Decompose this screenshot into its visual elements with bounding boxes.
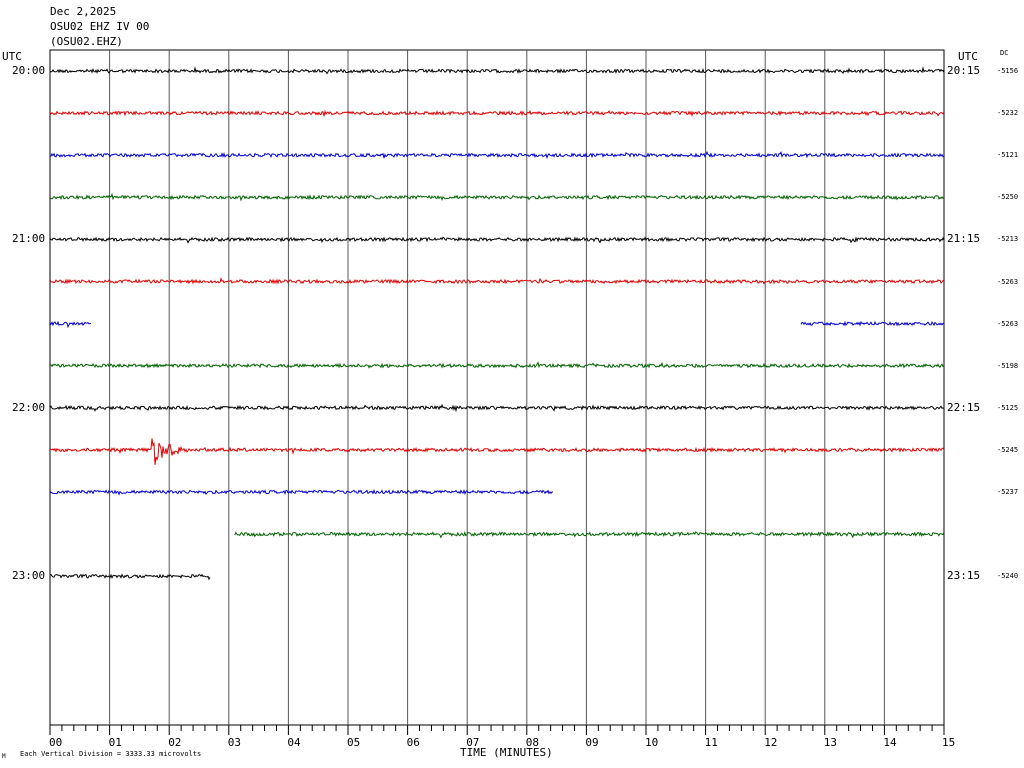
trace-row-7 <box>49 361 945 369</box>
dc-offset-value: -5125 <box>997 403 1019 412</box>
trace-row-6 <box>800 320 945 327</box>
dc-offset-value: -5156 <box>997 67 1019 75</box>
trace-row-11 <box>234 530 945 539</box>
footer-scale-note: Each Vertical Division = 3333.33 microvo… <box>20 750 202 758</box>
right-time-label: 23:15 <box>947 569 981 583</box>
trace-row-0 <box>49 66 945 75</box>
right-time-label: 21:15 <box>947 232 981 246</box>
trace-row-4 <box>49 236 945 244</box>
x-tick-label: 15 <box>942 736 956 749</box>
left-time-label: 23:00 <box>12 569 46 583</box>
x-tick-label: 08 <box>525 736 540 749</box>
dc-offset-value: -5250 <box>997 193 1019 202</box>
dc-offset-value: -5237 <box>997 488 1019 496</box>
dc-offset-value: -5121 <box>997 151 1019 160</box>
dc-offset-value: -5240 <box>997 572 1019 581</box>
dc-offset-value: -5198 <box>997 361 1019 370</box>
x-tick-label: 07 <box>466 736 480 749</box>
x-tick-label: 04 <box>287 736 301 749</box>
trace-row-2 <box>49 150 945 159</box>
x-tick-label: 05 <box>347 736 361 749</box>
corner-logo-icon: M <box>2 753 6 760</box>
dc-offset-value: -5213 <box>997 235 1019 244</box>
dc-label: DC <box>1000 49 1009 57</box>
x-tick-label: 03 <box>227 736 242 749</box>
left-time-label: 21:00 <box>12 232 46 246</box>
x-tick-label: 13 <box>823 736 838 749</box>
trace-row-8 <box>49 403 945 413</box>
right-time-label: 22:15 <box>947 400 981 414</box>
x-tick-label: 12 <box>764 736 778 749</box>
left-utc-label: UTC <box>2 50 22 63</box>
x-tick-label: 09 <box>585 736 599 749</box>
plot-frame <box>49 49 945 726</box>
header-date: Dec 2,2025 <box>50 5 117 18</box>
trace-row-9 <box>49 438 945 465</box>
dc-offset-value: -5263 <box>997 277 1019 286</box>
right-utc-label: UTC <box>958 50 978 63</box>
x-tick-label: 02 <box>168 736 182 749</box>
x-tick-label: 01 <box>108 736 122 749</box>
trace-row-3 <box>49 192 945 202</box>
trace-row-5 <box>49 277 945 285</box>
trace-row-12 <box>49 573 211 581</box>
x-axis-label: TIME (MINUTES) <box>460 746 553 759</box>
dc-offset-value: -5263 <box>997 319 1019 328</box>
dc-offset-value: -5245 <box>997 445 1019 454</box>
x-tick-label: 11 <box>704 736 718 749</box>
trace-row-1 <box>49 109 945 118</box>
x-tick-label: 14 <box>883 736 897 749</box>
trace-row-6 <box>49 320 92 329</box>
trace-row-10 <box>49 489 554 496</box>
dc-offset-value: -5232 <box>997 109 1019 118</box>
left-time-label: 22:00 <box>12 400 46 414</box>
header-code: (OSU02.EHZ) <box>50 35 123 48</box>
left-time-label: 20:00 <box>12 64 46 77</box>
header-station: OSU02 EHZ IV 00 <box>50 20 150 33</box>
x-tick-label: 06 <box>406 736 420 749</box>
x-tick-label: 10 <box>645 736 659 749</box>
x-tick-label: 00 <box>49 736 63 749</box>
right-time-label: 20:15 <box>947 64 981 77</box>
